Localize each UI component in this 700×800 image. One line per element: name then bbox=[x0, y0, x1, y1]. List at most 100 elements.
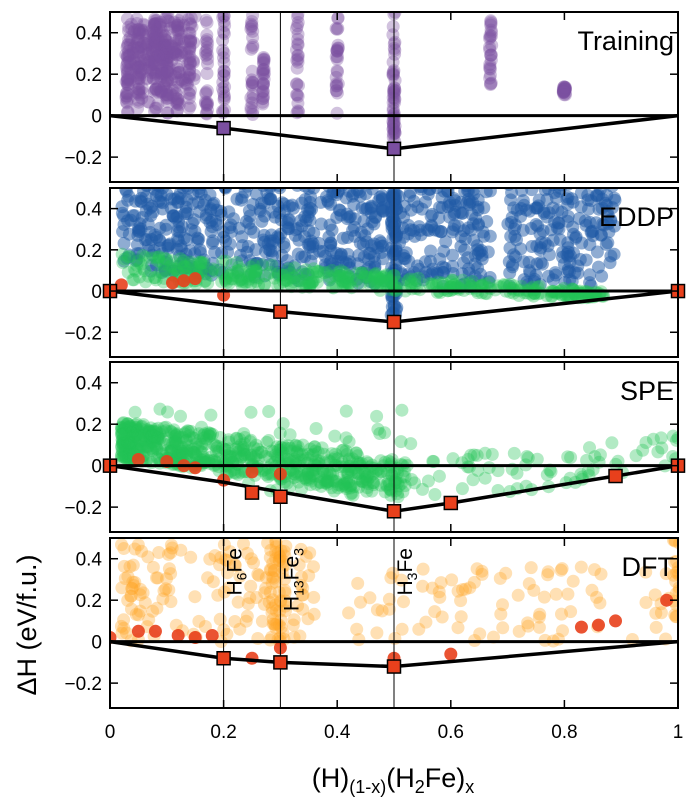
data-point bbox=[361, 270, 375, 284]
data-point bbox=[265, 570, 279, 584]
data-point bbox=[315, 441, 329, 455]
data-point bbox=[199, 48, 213, 62]
data-point bbox=[147, 57, 161, 71]
data-point bbox=[149, 72, 163, 86]
data-point bbox=[170, 83, 184, 97]
data-point bbox=[133, 64, 147, 78]
data-point bbox=[257, 72, 271, 86]
data-point bbox=[544, 465, 558, 479]
data-point bbox=[252, 278, 266, 292]
data-point bbox=[236, 444, 250, 457]
data-point bbox=[327, 474, 341, 488]
data-point bbox=[290, 445, 304, 459]
data-point bbox=[132, 26, 146, 40]
data-point bbox=[135, 544, 148, 558]
data-point bbox=[391, 490, 405, 504]
data-point bbox=[336, 478, 350, 492]
data-point bbox=[159, 48, 173, 62]
data-point bbox=[337, 443, 350, 457]
panel-eddp: −0.200.20.4 EDDP bbox=[64, 174, 686, 358]
data-point bbox=[126, 46, 140, 60]
data-point bbox=[174, 444, 188, 458]
data-point bbox=[127, 46, 141, 60]
data-point bbox=[164, 424, 177, 438]
data-point bbox=[115, 427, 129, 440]
data-point bbox=[184, 255, 197, 269]
data-point bbox=[130, 17, 144, 30]
data-point bbox=[380, 274, 394, 288]
data-point bbox=[263, 551, 277, 564]
stable-phase-marker bbox=[386, 141, 402, 157]
data-point bbox=[668, 538, 678, 547]
data-point bbox=[299, 549, 313, 563]
data-point bbox=[235, 273, 248, 287]
data-point bbox=[141, 36, 154, 50]
data-point bbox=[223, 237, 237, 251]
data-point bbox=[385, 453, 399, 467]
data-point bbox=[270, 174, 283, 187]
data-point bbox=[478, 174, 491, 187]
data-point bbox=[155, 44, 169, 58]
data-point bbox=[142, 269, 156, 283]
data-point bbox=[585, 583, 599, 597]
data-point bbox=[505, 211, 519, 224]
data-point bbox=[133, 270, 146, 284]
data-point bbox=[251, 567, 265, 581]
data-point bbox=[266, 617, 280, 631]
data-point bbox=[397, 464, 411, 477]
data-point bbox=[521, 278, 535, 292]
data-point bbox=[116, 435, 130, 449]
phase-label: H6Fe bbox=[224, 548, 250, 595]
data-point bbox=[364, 274, 378, 288]
data-point bbox=[134, 23, 148, 37]
data-point bbox=[318, 473, 332, 487]
data-point bbox=[204, 427, 217, 441]
data-point bbox=[421, 474, 435, 488]
data-point bbox=[160, 572, 173, 586]
data-point bbox=[154, 85, 168, 99]
data-point bbox=[146, 72, 160, 86]
data-point bbox=[283, 441, 297, 455]
data-point bbox=[146, 604, 160, 618]
data-point bbox=[483, 30, 497, 44]
data-point bbox=[127, 25, 141, 39]
data-point bbox=[209, 444, 223, 458]
data-point bbox=[192, 255, 206, 269]
convex-hull bbox=[109, 463, 679, 514]
data-point bbox=[164, 21, 178, 35]
data-point bbox=[200, 98, 214, 112]
data-point bbox=[295, 588, 309, 602]
data-point bbox=[276, 438, 290, 452]
data-point bbox=[639, 436, 653, 449]
data-point bbox=[307, 607, 321, 621]
data-point bbox=[134, 39, 148, 53]
data-point bbox=[151, 85, 165, 99]
data-point bbox=[119, 48, 133, 62]
data-point bbox=[155, 67, 169, 81]
data-point bbox=[145, 46, 159, 60]
data-point bbox=[507, 446, 521, 460]
data-point bbox=[268, 210, 282, 224]
data-point bbox=[344, 487, 358, 501]
data-point bbox=[129, 418, 143, 432]
data-point bbox=[639, 565, 653, 579]
data-point bbox=[128, 575, 142, 589]
data-point bbox=[126, 575, 140, 589]
data-point bbox=[173, 225, 187, 239]
data-point bbox=[483, 68, 497, 82]
data-point bbox=[672, 568, 678, 582]
data-point bbox=[318, 467, 332, 481]
data-point bbox=[288, 439, 302, 453]
data-point bbox=[580, 453, 594, 467]
data-point bbox=[556, 85, 570, 99]
data-point bbox=[251, 453, 265, 466]
data-point bbox=[148, 17, 161, 31]
data-point bbox=[196, 429, 210, 442]
near-hull-point bbox=[660, 593, 674, 607]
data-point bbox=[455, 267, 469, 281]
data-point bbox=[171, 24, 184, 37]
data-point bbox=[259, 571, 273, 585]
data-point bbox=[301, 266, 314, 280]
data-point bbox=[242, 272, 256, 286]
data-point bbox=[183, 55, 197, 69]
